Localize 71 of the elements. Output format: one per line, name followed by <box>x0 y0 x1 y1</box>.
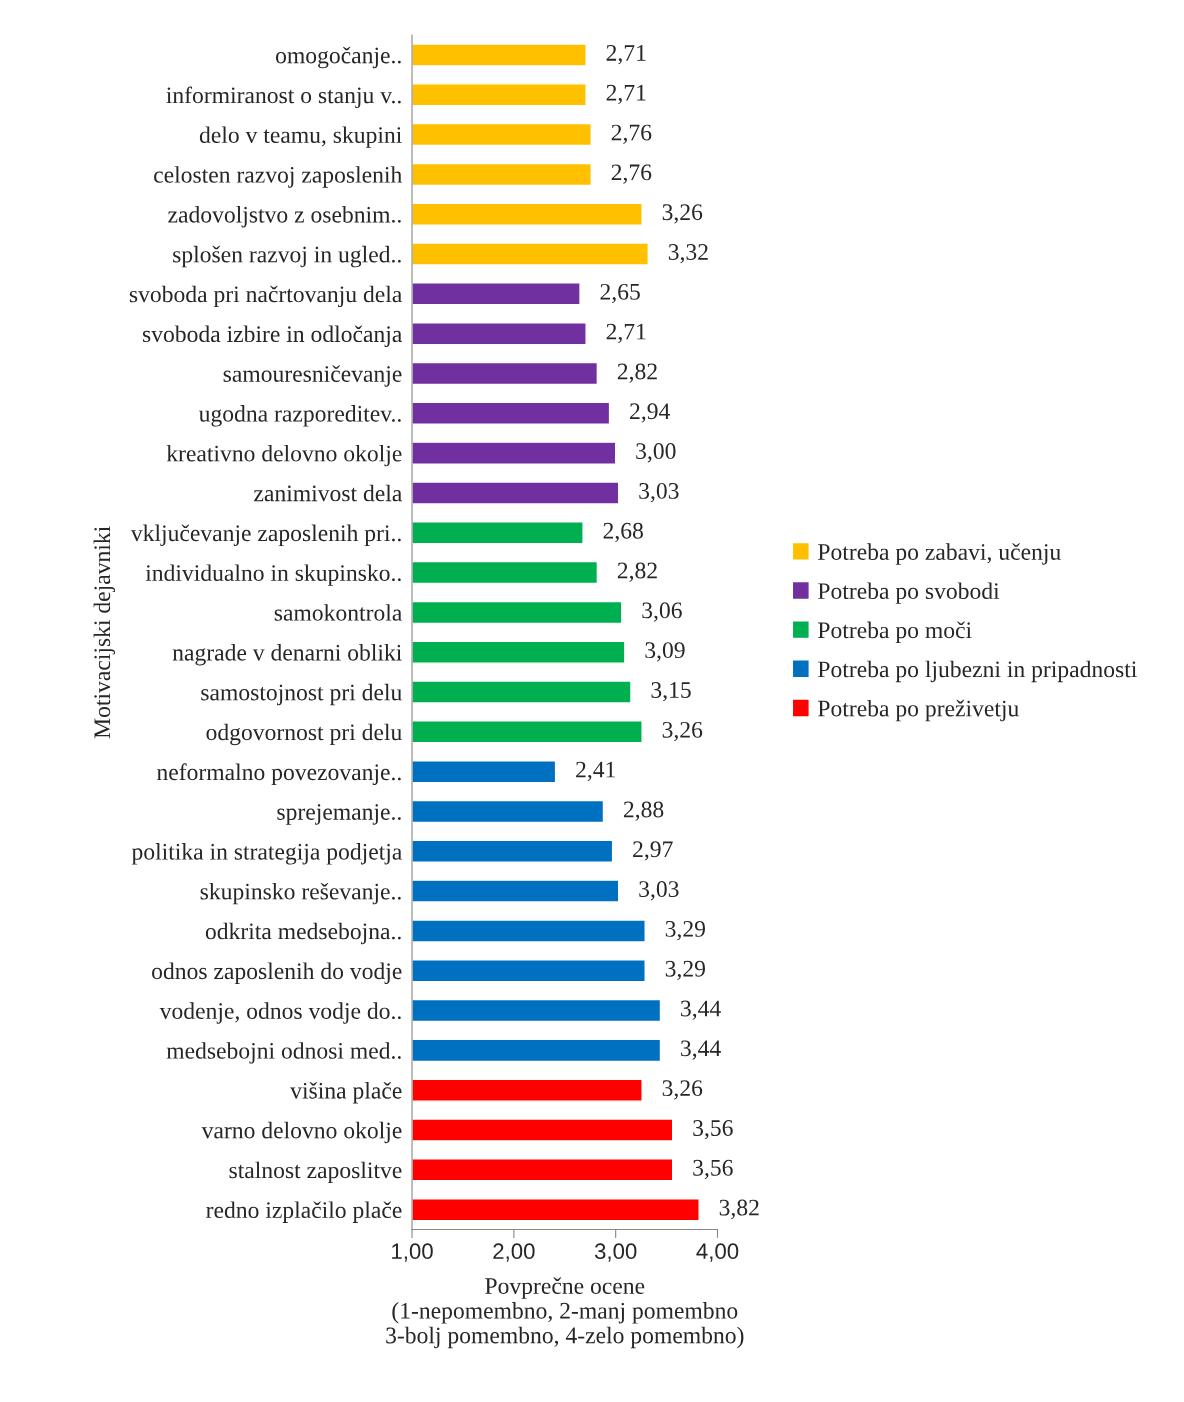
x-tick-label: 2,00 <box>493 1243 535 1262</box>
y-tick-label: višina plače <box>290 1081 402 1104</box>
y-tick-label: redno izplačilo plače <box>206 1201 402 1223</box>
y-tick-label: vodenje, odnos vodje do.. <box>159 1002 401 1024</box>
x-tick-label: 1,00 <box>392 1243 433 1262</box>
data-label: 2,71 <box>606 45 646 65</box>
data-label: 3,44 <box>681 1000 721 1020</box>
y-tick-label: zanimivost dela <box>254 484 402 502</box>
y-tick-label: odkrita medsebojna.. <box>205 922 401 945</box>
data-label: 2,88 <box>623 801 664 821</box>
data-label: 3,26 <box>662 204 703 224</box>
x-tick-label: 4,00 <box>696 1243 739 1262</box>
data-label: 3,26 <box>662 1080 703 1100</box>
y-tick-label: neformalno povezovanje.. <box>156 763 401 785</box>
data-label: 2,71 <box>606 84 646 105</box>
legend-label: Potreba po zabavi, učenju <box>818 543 1061 565</box>
data-label: 2,68 <box>603 522 643 543</box>
y-tick-label: samouresničevanje <box>223 365 402 387</box>
y-tick-label: svoboda izbire in odločanja <box>142 325 402 347</box>
y-tick-label: svoboda pri načrtovanju dela <box>129 285 402 308</box>
y-tick-label: stalnost zaposlitve <box>229 1161 402 1184</box>
y-tick-label: delo v teamu, skupini <box>199 126 402 148</box>
data-label: 3,29 <box>665 960 706 981</box>
y-tick-label: informiranost o stanju v.. <box>166 86 401 109</box>
data-label: 3,56 <box>693 1159 733 1180</box>
data-label: 3,03 <box>639 482 679 503</box>
legend-label: Potreba po preživetju <box>818 699 1019 722</box>
y-tick-label: varno delovno okolje <box>201 1121 402 1144</box>
y-tick-label: omogočanje.. <box>276 46 401 69</box>
legend-label: Potreba po ljubezni in pripadnosti <box>818 660 1137 683</box>
data-label: 2,82 <box>617 562 657 582</box>
data-label: 2,82 <box>617 363 657 383</box>
y-tick-label: zadovoljstvo z osebnim.. <box>168 206 401 228</box>
data-label: 3,09 <box>645 642 685 662</box>
data-label: 3,26 <box>662 721 703 742</box>
data-label: 3,56 <box>693 1120 733 1140</box>
data-label: 2,97 <box>633 841 673 861</box>
data-label: 2,71 <box>606 323 646 343</box>
data-label: 2,76 <box>611 124 652 144</box>
data-label: 3,03 <box>639 881 679 901</box>
data-label: 3,82 <box>719 1199 759 1219</box>
y-tick-label: nagrade v denarni obliki <box>172 644 402 666</box>
data-label: 3,15 <box>651 682 691 702</box>
y-tick-label: celosten razvoj zaposlenih <box>154 166 402 188</box>
legend-label: Potreba po moči <box>818 621 972 644</box>
y-tick-label: odgovornost pri delu <box>206 723 402 746</box>
legend-label: Potreba po svobodi <box>818 582 1000 604</box>
data-label: 3,06 <box>642 602 682 622</box>
data-label: 2,76 <box>611 164 652 184</box>
y-axis-title: Motivacijski dejavniki <box>93 526 116 739</box>
y-tick-label: splošen razvoj in ugled.. <box>173 245 401 268</box>
y-tick-label: kreativno delovno okolje <box>166 444 402 467</box>
data-label: 2,94 <box>630 403 670 423</box>
y-tick-label: odnos zaposlenih do vodje <box>152 962 402 984</box>
y-tick-label: individualno in skupinsko.. <box>145 564 401 586</box>
x-tick-label: 3,00 <box>594 1243 637 1262</box>
data-label: 3,00 <box>636 443 676 463</box>
data-label: 2,65 <box>600 283 640 304</box>
data-label: 3,44 <box>681 1040 721 1060</box>
data-label: 2,41 <box>576 761 615 781</box>
y-tick-label: samostojnost pri delu <box>201 683 402 706</box>
y-tick-label: vključevanje zaposlenih pri.. <box>130 524 401 546</box>
y-tick-label: skupinsko reševanje.. <box>200 882 401 905</box>
data-label: 3,32 <box>668 244 708 264</box>
y-tick-label: politika in strategija podjetja <box>131 843 402 865</box>
data-label: 3,29 <box>665 920 706 941</box>
y-tick-label: medsebojni odnosi med.. <box>166 1042 401 1064</box>
y-tick-label: ugodna razporeditev.. <box>198 405 401 427</box>
y-tick-label: samokontrola <box>274 604 402 621</box>
y-tick-label: sprejemanje.. <box>277 804 401 825</box>
x-axis-title: Povprečne ocene (1-nepomembno, 2-manj pomembno 3-bolj pomembno, 4-zelo pomembno) <box>386 1277 744 1349</box>
